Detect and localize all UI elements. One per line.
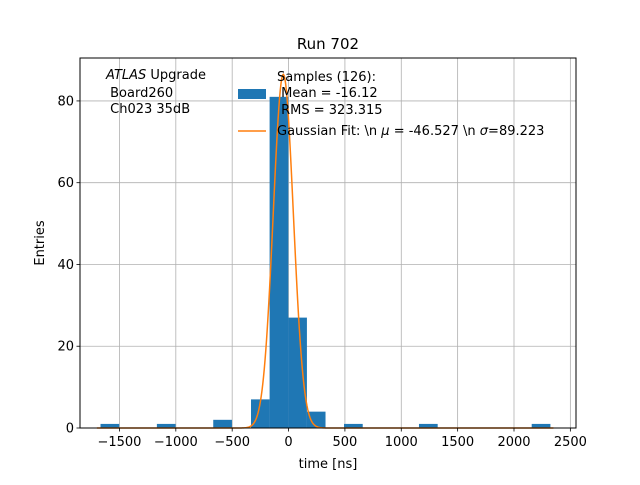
legend-fit-sigma-symbol: σ	[480, 124, 489, 139]
y-tick-label: 20	[57, 340, 74, 355]
legend-fit-mu-value: = -46.527 \n	[390, 124, 480, 139]
x-tick-label: 500	[332, 435, 357, 450]
y-axis-label: Entries	[33, 220, 48, 266]
atlas-annotation: ATLAS Upgrade Board260 Ch023 35dB	[105, 68, 206, 117]
x-tick-label: 2500	[554, 435, 587, 450]
y-tick-label: 0	[66, 422, 74, 437]
axis-ticks: −1500 −1000 −500 0 500 1000 1500 2000 2500 0 20 40 6…	[57, 94, 586, 450]
annotation-atlas: ATLAS	[105, 68, 146, 83]
annotation-line-1: ATLAS Upgrade	[105, 68, 206, 83]
histogram-bar	[288, 317, 307, 428]
histogram-bar	[213, 419, 232, 428]
legend-fit-prefix: Gaussian Fit: \n	[277, 124, 381, 139]
legend-histogram-swatch	[238, 89, 266, 99]
chart-title: Run 702	[297, 35, 359, 53]
x-axis-label: time [ns]	[299, 457, 358, 472]
x-tick-label: −1500	[97, 435, 141, 450]
x-tick-label: 1000	[385, 435, 418, 450]
x-tick-label: −1000	[154, 435, 198, 450]
x-tick-label: 1500	[441, 435, 474, 450]
legend-fit-label: Gaussian Fit: \n μ = -46.527 \n σ=89.223	[277, 124, 544, 139]
histogram-bar	[156, 423, 176, 428]
histogram-bar	[531, 423, 551, 428]
histogram-bar	[100, 423, 120, 428]
x-tick-label: −500	[214, 435, 250, 450]
y-tick-label: 40	[57, 258, 74, 273]
legend-samples-line-2: Mean = -16.12	[277, 86, 378, 101]
axes-frame	[79, 57, 577, 429]
legend: Samples (126): Mean = -16.12 RMS = 323.3…	[238, 70, 544, 139]
legend-fit-mu-symbol: μ	[380, 124, 389, 139]
legend-samples-line-1: Samples (126):	[277, 70, 376, 85]
histogram-bar	[344, 423, 363, 428]
y-tick-label: 80	[57, 94, 74, 109]
histogram-bar	[418, 423, 438, 428]
histogram-bar	[306, 411, 326, 428]
x-tick-label: 0	[284, 435, 292, 450]
histogram-bar	[269, 96, 289, 428]
annotation-line-3: Ch023 35dB	[106, 102, 190, 117]
x-tick-label: 2000	[497, 435, 530, 450]
annotation-upgrade: Upgrade	[146, 68, 206, 83]
annotation-line-2: Board260	[106, 86, 173, 101]
y-tick-label: 60	[57, 176, 74, 191]
legend-fit-sigma-value: =89.223	[488, 124, 544, 139]
legend-samples-line-3: RMS = 323.315	[277, 103, 383, 118]
